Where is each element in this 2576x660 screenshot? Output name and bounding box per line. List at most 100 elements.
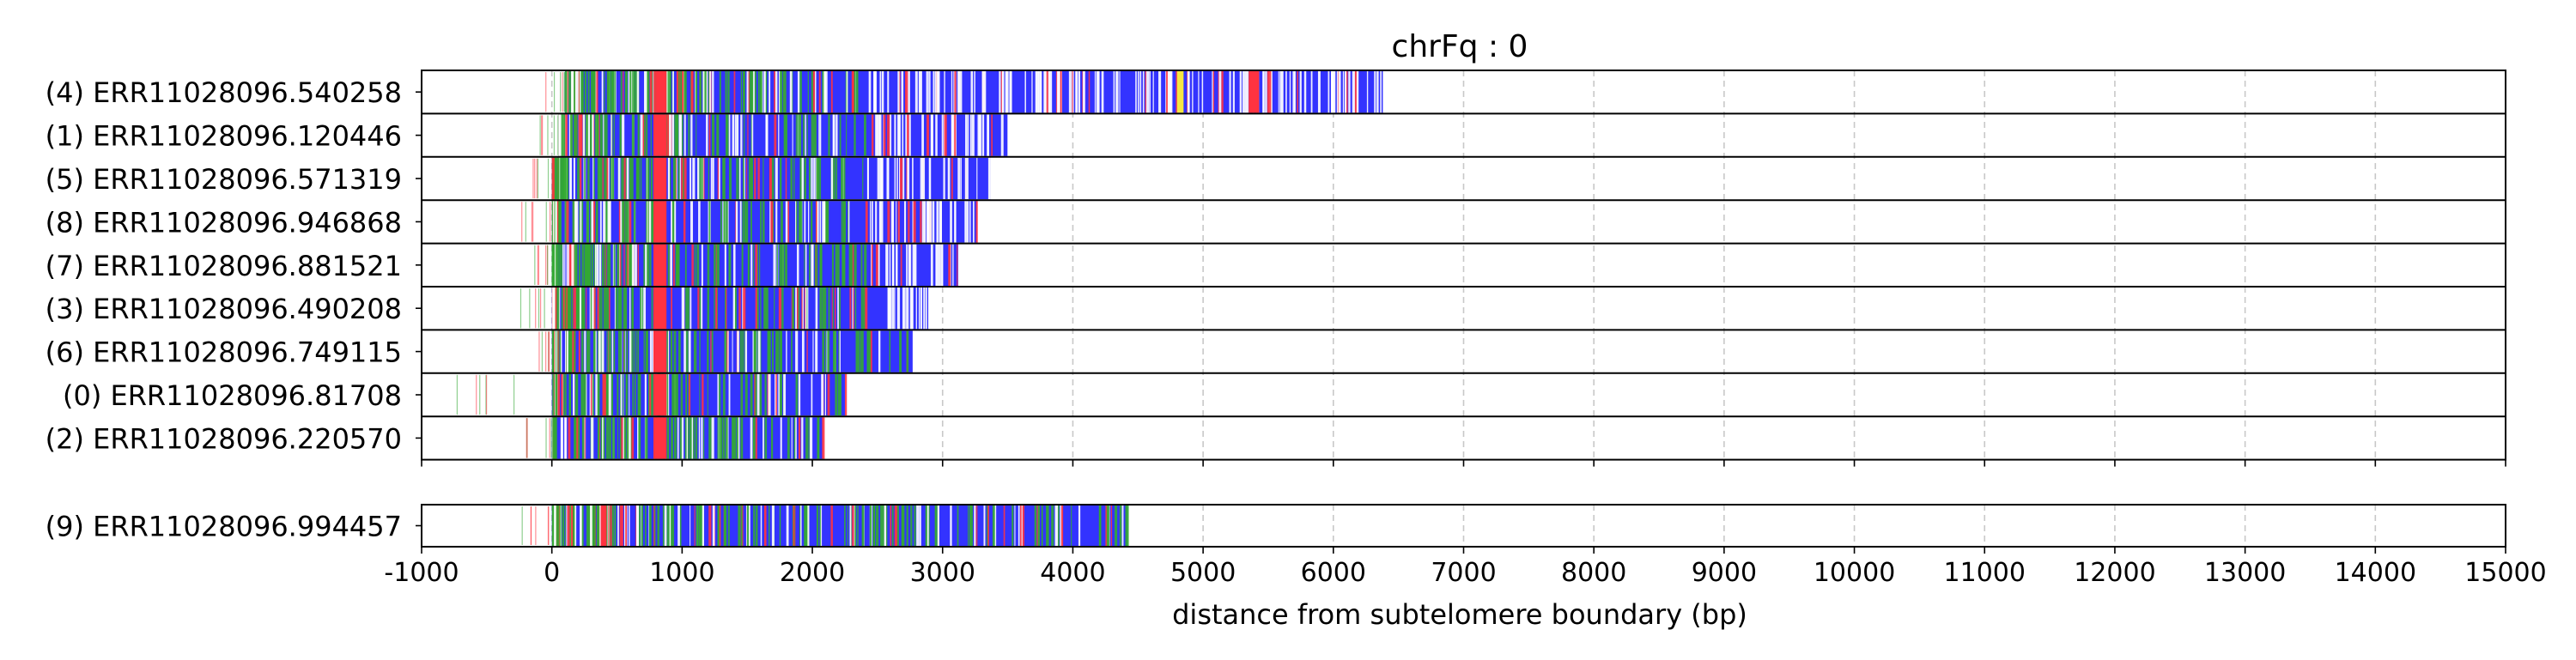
read-label: (5) ERR11028096.571319 xyxy=(46,163,402,196)
read-mark xyxy=(892,201,895,243)
read-mark xyxy=(869,330,872,372)
read-mark xyxy=(671,288,673,330)
read-mark xyxy=(793,157,795,200)
read-mark xyxy=(541,115,543,155)
read-mark xyxy=(899,157,901,200)
read-mark xyxy=(572,330,574,372)
read-mark xyxy=(634,373,636,416)
read-mark xyxy=(717,373,720,416)
read-mark xyxy=(762,417,764,459)
read-mark xyxy=(1299,71,1302,113)
read-mark xyxy=(908,201,910,243)
read-mark xyxy=(591,244,594,286)
read-mark xyxy=(959,71,963,113)
read-mark xyxy=(675,157,677,200)
read-mark xyxy=(935,114,938,156)
read-mark xyxy=(567,288,569,330)
read-mark xyxy=(831,244,835,286)
read-mark xyxy=(781,244,785,286)
read-mark xyxy=(722,373,726,416)
read-mark xyxy=(611,373,614,416)
read-mark xyxy=(625,373,629,416)
read-mark xyxy=(605,417,610,459)
read-mark xyxy=(573,506,575,546)
read-mark xyxy=(643,330,645,372)
read-mark xyxy=(880,157,884,200)
read-mark xyxy=(880,201,884,243)
read-mark xyxy=(563,72,565,112)
read-mark xyxy=(1039,71,1042,113)
read-mark xyxy=(612,157,615,200)
read-mark xyxy=(809,244,811,286)
read-mark xyxy=(932,201,935,243)
read-mark xyxy=(476,374,477,415)
read-mark xyxy=(792,288,794,330)
read-mark xyxy=(1059,71,1062,113)
read-mark xyxy=(690,288,692,330)
read-mark xyxy=(594,244,597,286)
read-mark xyxy=(903,201,907,243)
read-mark xyxy=(604,114,606,156)
read-mark xyxy=(547,115,549,155)
read-mark xyxy=(773,244,776,286)
read-mark xyxy=(878,244,880,286)
read-mark xyxy=(548,331,550,372)
read-mark xyxy=(818,71,821,113)
read-mark xyxy=(1212,71,1215,113)
read-mark xyxy=(808,417,810,459)
read-mark xyxy=(865,201,868,243)
read-mark xyxy=(1221,71,1224,113)
read-mark xyxy=(843,157,846,200)
read-mark xyxy=(879,71,882,113)
read-mark xyxy=(764,373,767,416)
read-mark xyxy=(933,71,935,113)
read-mark xyxy=(649,506,652,546)
read-mark xyxy=(667,157,670,200)
read-mark xyxy=(562,506,565,546)
read-mark xyxy=(708,417,711,459)
read-mark xyxy=(1142,71,1145,113)
read-mark xyxy=(529,288,531,329)
read-mark xyxy=(1265,71,1267,113)
read-mark xyxy=(754,157,756,200)
read-label: (8) ERR11028096.946868 xyxy=(46,206,402,239)
read-mark xyxy=(897,288,901,330)
read-mark xyxy=(603,417,605,459)
read-mark xyxy=(738,288,741,330)
read-mark xyxy=(1106,506,1110,546)
read-mark xyxy=(624,506,626,546)
read-mark xyxy=(927,71,929,113)
read-mark xyxy=(589,288,592,330)
read-bar xyxy=(558,114,1008,156)
read-mark xyxy=(756,288,759,330)
read-mark xyxy=(874,71,878,113)
read-mark xyxy=(835,244,837,286)
read-mark xyxy=(618,201,621,243)
read-mark xyxy=(587,157,589,200)
read-mark xyxy=(774,114,777,156)
read-mark xyxy=(950,506,952,546)
read-mark xyxy=(1000,71,1004,113)
read-mark xyxy=(1354,71,1357,113)
read-mark xyxy=(1119,71,1121,113)
read-mark xyxy=(619,330,623,372)
read-mark xyxy=(919,506,921,546)
read-mark xyxy=(710,417,712,459)
read-mark xyxy=(717,506,719,546)
read-mark xyxy=(606,330,608,372)
read-mark xyxy=(575,373,579,416)
read-mark xyxy=(580,114,583,156)
read-mark xyxy=(645,244,647,286)
read-mark xyxy=(727,330,729,372)
read-mark xyxy=(755,244,758,286)
read-mark xyxy=(1188,71,1190,113)
read-mark xyxy=(620,373,623,416)
read-mark xyxy=(839,330,841,372)
read-mark xyxy=(736,417,738,459)
read-mark xyxy=(855,330,858,372)
read-mark xyxy=(734,114,737,156)
read-mark xyxy=(814,71,817,113)
read-mark xyxy=(662,506,665,546)
read-mark xyxy=(601,71,604,113)
read-mark xyxy=(944,71,945,113)
